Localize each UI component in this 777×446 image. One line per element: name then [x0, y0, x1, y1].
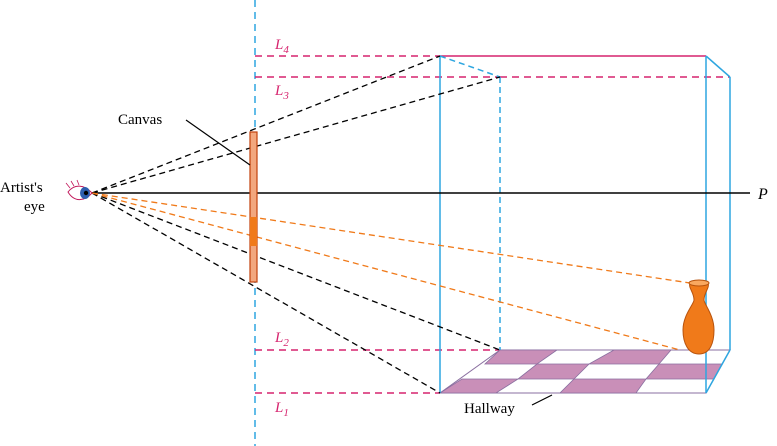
- floor-tile: [645, 363, 723, 380]
- artist-label-line2: eye: [24, 199, 45, 215]
- sight-lines-black: [91, 55, 501, 394]
- sight-lines-orange: [91, 192, 691, 351]
- canvas-label: Canvas: [118, 112, 162, 128]
- eye-icon: [65, 179, 93, 201]
- floor-tile: [438, 378, 520, 394]
- hallway-label: Hallway: [464, 401, 515, 417]
- l3-label: L3: [274, 83, 289, 102]
- canvas-pointer: [185, 119, 251, 166]
- canvas: [249, 131, 258, 283]
- vase: [682, 279, 715, 355]
- artist-label-line1: Artist's: [0, 180, 43, 196]
- hallway-pointer: [531, 394, 553, 406]
- axis-p-label: P: [757, 186, 768, 203]
- canvas-vase-image: [250, 217, 257, 246]
- floor-tile: [559, 378, 647, 394]
- l4-label: L4: [274, 37, 289, 56]
- l2-label: L2: [274, 330, 289, 349]
- hallway-floor: [438, 349, 731, 394]
- level-lines: [255, 55, 730, 394]
- l1-label: L1: [274, 400, 289, 419]
